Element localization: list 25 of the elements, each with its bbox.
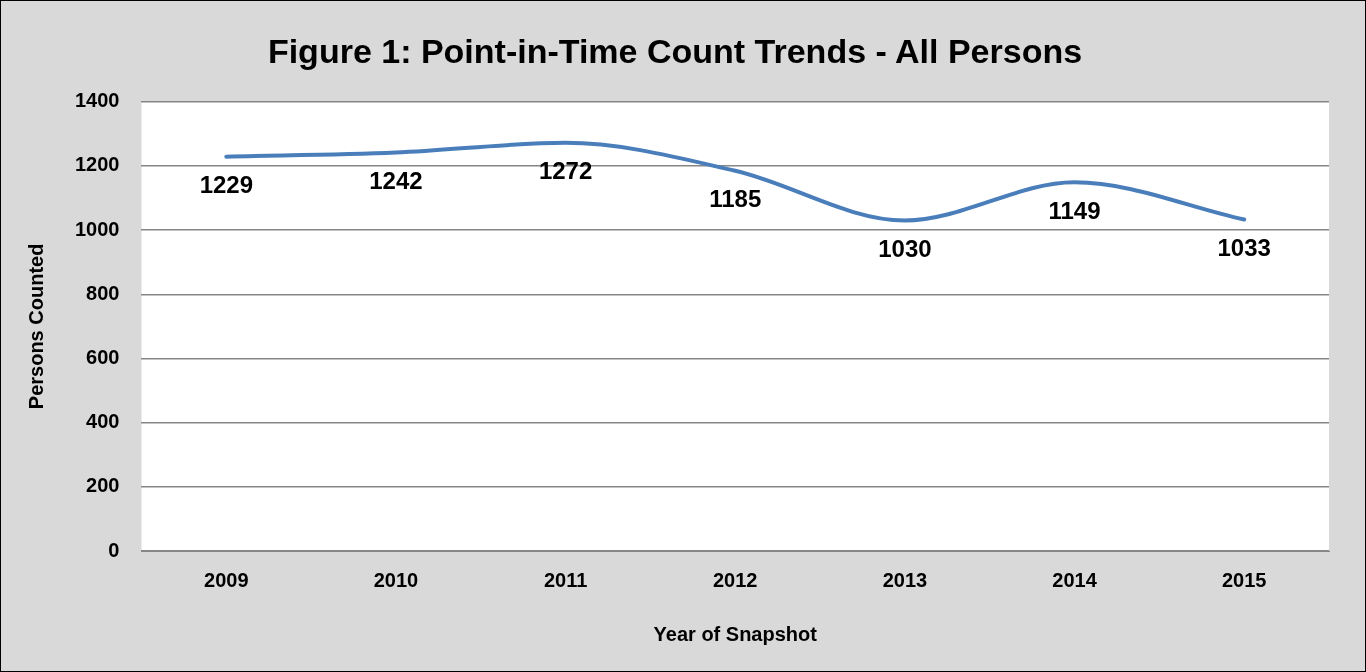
data-label: 1242: [369, 167, 423, 195]
x-tick-label: 2012: [713, 568, 758, 591]
chart-title: Figure 1: Point-in-Time Count Trends - All Persons: [267, 31, 1083, 70]
data-label: 1272: [538, 157, 593, 185]
y-tick-label: 1400: [74, 89, 120, 112]
x-tick-label: 2015: [1221, 568, 1267, 591]
y-tick-label: 1200: [74, 153, 120, 176]
y-tick-label: 200: [86, 474, 120, 497]
y-tick-label: 0: [108, 538, 120, 561]
x-tick-label: 2009: [204, 568, 249, 591]
y-tick-label: 600: [86, 346, 120, 368]
data-label: 1229: [199, 171, 254, 199]
x-tick-label: 2010: [373, 568, 419, 591]
data-label: 1185: [709, 185, 762, 213]
x-tick-label: 2014: [1052, 568, 1098, 591]
y-tick-label: 1000: [74, 217, 120, 240]
x-tick-label: 2011: [543, 568, 588, 591]
y-tick-label: 800: [86, 281, 120, 304]
data-label: 1033: [1217, 234, 1271, 262]
y-tick-label: 400: [86, 410, 120, 433]
x-axis-title: Year of Snapshot: [653, 622, 818, 645]
data-label: 1030: [878, 235, 932, 263]
data-label: 1149: [1048, 196, 1101, 224]
x-tick-label: 2013: [882, 568, 928, 591]
y-axis-title: Persons Counted: [24, 243, 47, 410]
